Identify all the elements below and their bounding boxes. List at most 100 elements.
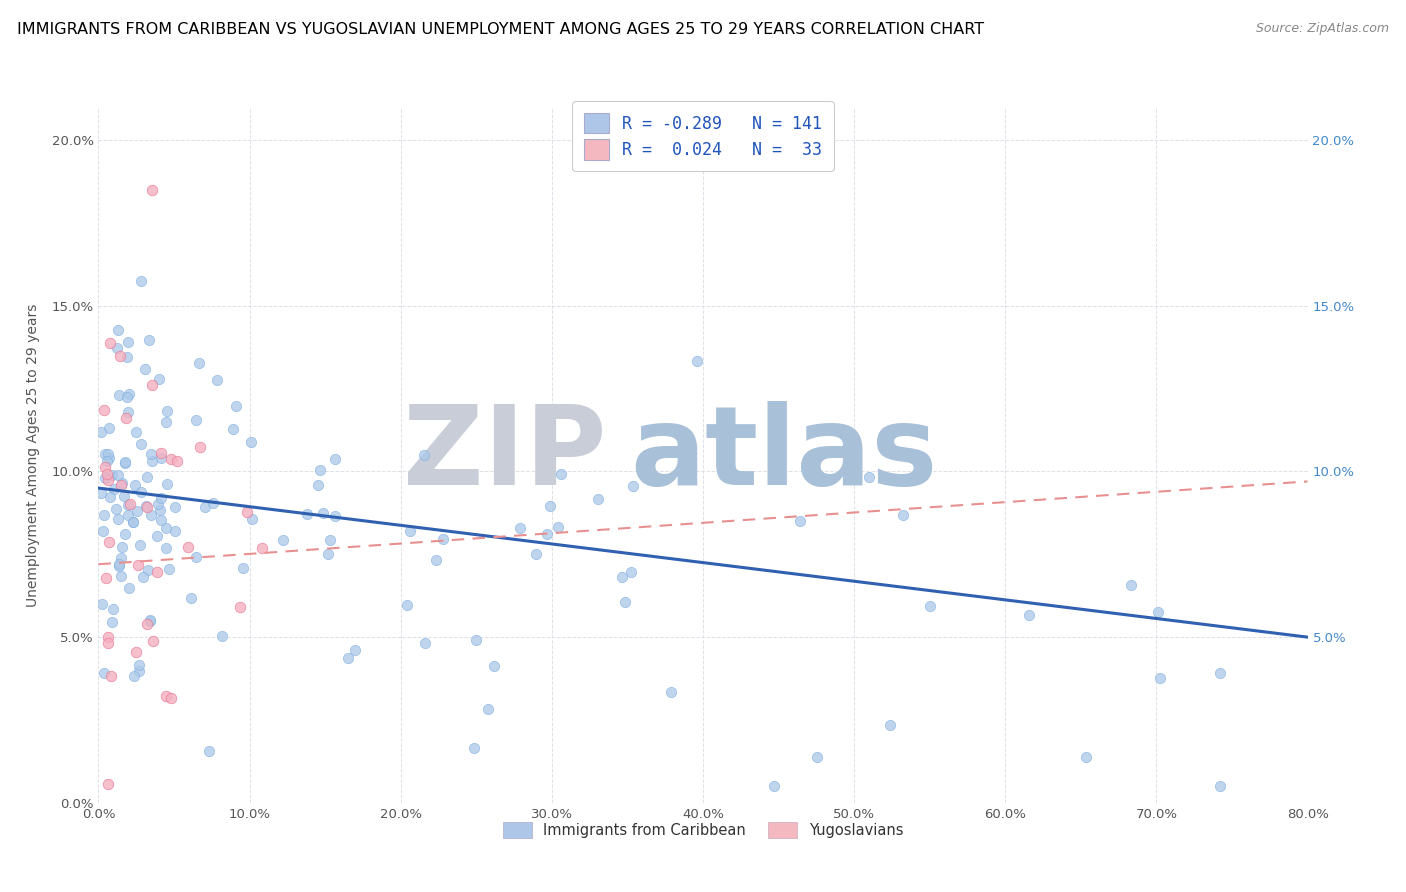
Point [228,600,250,615]
Point [115,390,138,404]
Point [177,540,200,554]
Point [309,463,332,477]
Point [107,323,129,337]
Point [146,497,169,511]
Point [187,356,209,370]
Point [125,645,148,659]
Point [413,636,436,650]
Point [465,632,488,647]
Point [166,454,188,468]
Point [586,491,609,506]
Point [97,447,120,461]
Point [432,532,454,546]
Point [211,629,233,643]
Point [139,615,162,629]
Point [93,666,115,681]
Point [323,452,346,467]
Point [307,478,329,492]
Point [1119,578,1142,592]
Point [319,533,342,548]
Point [128,658,150,673]
Point [128,664,150,678]
Point [98,490,121,504]
Point [93,459,115,474]
Point [231,561,253,575]
Point [920,599,942,613]
Point [120,497,142,511]
Point [155,521,177,535]
Point [240,435,263,450]
Point [115,350,138,364]
Point [156,404,179,418]
Point [399,524,422,538]
Point [131,484,153,499]
Point [858,469,880,483]
Point [107,468,129,483]
Point [117,582,139,596]
Point [620,565,643,579]
Point [110,568,132,582]
Point [157,562,180,576]
Point [98,451,121,466]
Point [103,601,125,615]
Point [155,415,177,429]
Legend: Immigrants from Caribbean, Yugoslavians: Immigrants from Caribbean, Yugoslavians [496,817,910,844]
Point [201,496,224,510]
Point [91,524,114,539]
Point [115,410,138,425]
Point [125,425,148,439]
Point [94,471,117,485]
Point [271,533,294,547]
Point [111,475,134,490]
Point [134,362,156,376]
Point [97,420,120,434]
Point [117,335,139,350]
Point [150,451,173,466]
Point [103,483,125,497]
Point [117,405,139,419]
Point [110,478,132,492]
Point [789,514,811,528]
Point [891,508,914,523]
Y-axis label: Unemployment Among Ages 25 to 29 years: Unemployment Among Ages 25 to 29 years [27,303,41,607]
Point [107,512,129,526]
Point [135,500,157,514]
Point [146,565,169,579]
Point [165,500,187,514]
Point [879,718,901,732]
Point [138,334,160,348]
Point [114,455,136,469]
Point [114,527,136,541]
Point [97,534,120,549]
Point [101,615,124,629]
Point [96,454,118,468]
Point [117,508,139,522]
Point [1147,605,1170,619]
Point [114,456,136,470]
Point [686,354,709,368]
Point [1018,608,1040,623]
Point [141,454,163,468]
Point [136,470,159,484]
Point [117,499,139,513]
Point [124,478,146,492]
Point [129,275,152,289]
Point [97,473,120,487]
Point [141,447,163,461]
Point [425,553,447,567]
Point [105,502,128,516]
Point [163,524,186,538]
Point [225,399,247,413]
Point [118,386,141,401]
Point [155,541,177,556]
Point [127,504,149,518]
Point [337,650,360,665]
Point [108,349,131,363]
Point [550,467,572,481]
Point [482,659,505,673]
Point [141,633,163,648]
Point [614,595,637,609]
Point [150,445,173,459]
Point [222,422,245,436]
Point [1208,665,1230,680]
